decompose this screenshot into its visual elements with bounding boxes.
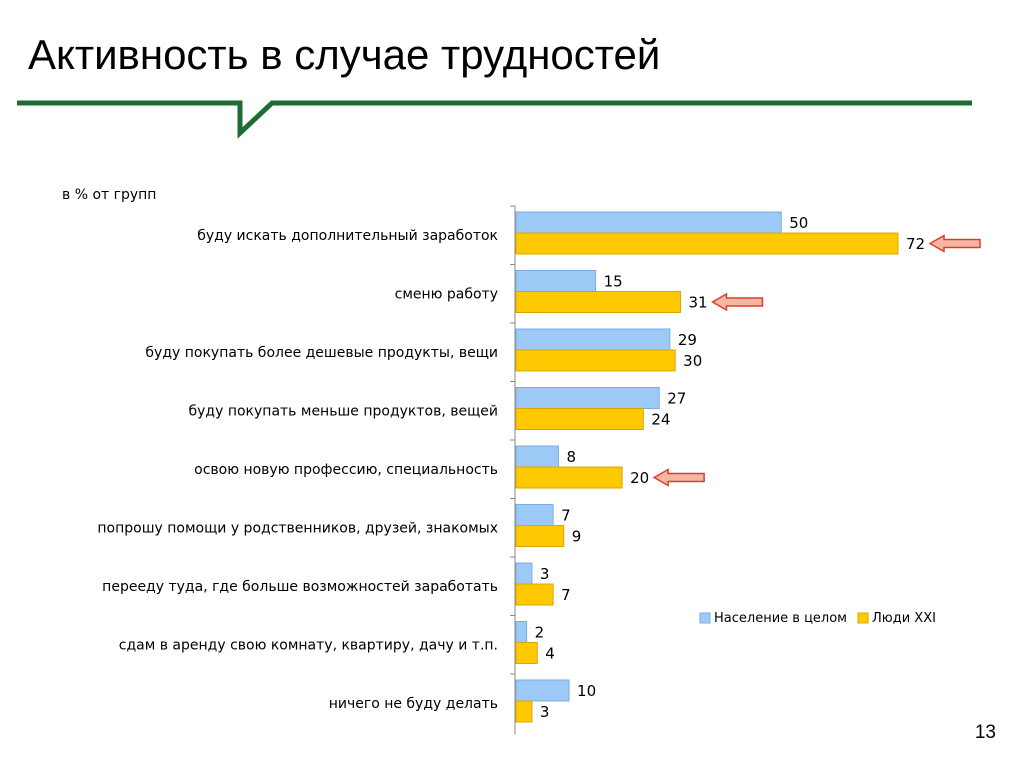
- bar-population: [515, 562, 533, 585]
- category-label: буду искать дополнительный заработок: [197, 228, 498, 244]
- data-label: 29: [678, 331, 697, 349]
- bar-population: [515, 504, 554, 526]
- data-label: 8: [566, 448, 576, 466]
- bar-population: [515, 270, 597, 292]
- slide-title: Активность в случае трудностей: [28, 31, 661, 78]
- legend-label-people-xxi: Люди XXI: [872, 611, 936, 626]
- highlight-arrow-icon: [710, 292, 764, 312]
- page-number: 13: [974, 722, 996, 743]
- bar-population: [515, 387, 660, 409]
- category-label: буду покупать более дешевые продукты, ве…: [145, 345, 498, 361]
- data-label: 31: [688, 294, 707, 312]
- data-label: 15: [604, 273, 623, 291]
- data-label: 50: [789, 214, 808, 232]
- highlight-arrow-icon: [652, 468, 705, 487]
- bar-population: [515, 328, 671, 351]
- highlight-arrow-icon: [928, 234, 981, 253]
- category-label: сменю работу: [395, 287, 498, 303]
- data-label: 3: [540, 703, 550, 721]
- data-label: 7: [561, 586, 571, 604]
- category-label: сдам в аренду свою комнату, квартиру, да…: [119, 638, 498, 654]
- data-label: 10: [577, 682, 596, 700]
- bar-population: [515, 211, 782, 234]
- bar-people-xxi: [515, 232, 899, 255]
- data-label: 27: [667, 390, 686, 408]
- bar-people-xxi: [515, 583, 554, 606]
- bar-population: [515, 679, 570, 702]
- category-label: ничего не буду делать: [329, 696, 498, 712]
- bar-people-xxi: [515, 466, 623, 489]
- data-label: 20: [630, 469, 649, 487]
- bar-people-xxi: [515, 700, 533, 723]
- data-label: 7: [561, 507, 571, 525]
- legend-swatch-people-xxi: [857, 612, 869, 624]
- data-label: 24: [651, 411, 670, 429]
- category-label: перееду туда, где больше возможностей за…: [102, 579, 498, 595]
- data-label: 3: [540, 565, 550, 583]
- data-label: 4: [545, 645, 555, 663]
- category-label: попрошу помощи у родственников, друзей, …: [97, 521, 498, 537]
- data-label: 30: [683, 352, 702, 370]
- bar-people-xxi: [515, 525, 565, 547]
- category-label: буду покупать меньше продуктов, вещей: [189, 404, 499, 420]
- bar-people-xxi: [515, 642, 538, 664]
- bar-people-xxi: [515, 349, 676, 372]
- bar-people-xxi: [515, 408, 644, 430]
- bar-population: [515, 445, 559, 468]
- unit-note: в % от групп: [62, 187, 156, 203]
- legend-swatch-population: [699, 612, 711, 624]
- data-label: 2: [535, 624, 545, 642]
- data-label: 72: [906, 235, 925, 253]
- data-label: 9: [572, 528, 582, 546]
- category-label: освою новую профессию, специальность: [194, 462, 498, 478]
- legend-label-population: Население в целом: [714, 611, 847, 626]
- bar-people-xxi: [515, 291, 681, 313]
- bar-population: [515, 621, 528, 643]
- title-underline-line: [17, 100, 972, 139]
